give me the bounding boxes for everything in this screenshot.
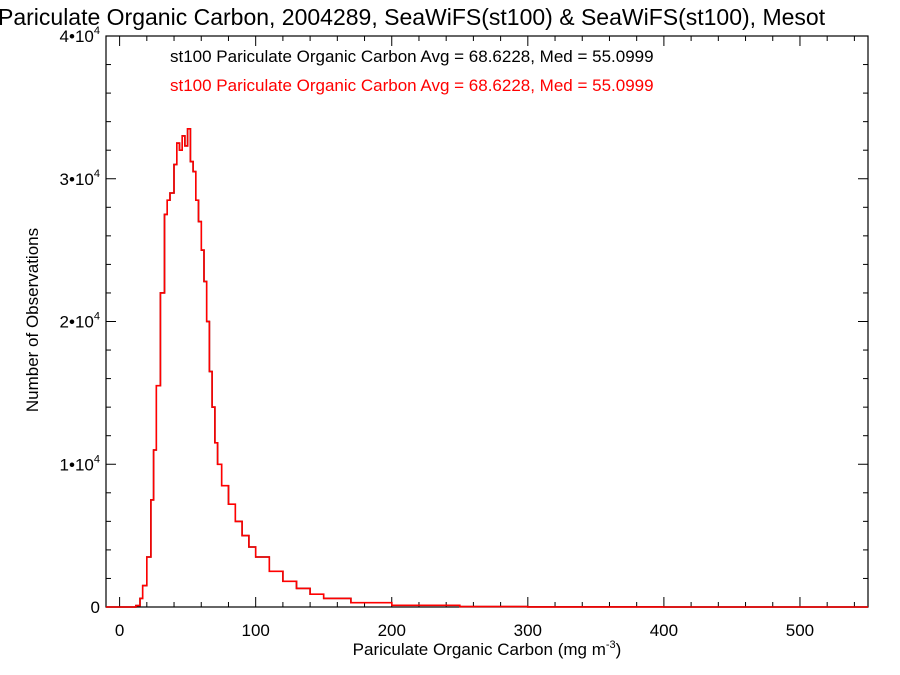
- chart-title: Pariculate Organic Carbon, 2004289, SeaW…: [0, 4, 826, 30]
- y-tick-label-base: 1•10: [60, 455, 94, 474]
- legend-entry-red: st100 Pariculate Organic Carbon Avg = 68…: [170, 76, 654, 95]
- y-axis-label: Number of Observations: [23, 228, 42, 412]
- series-layer: [106, 128, 868, 608]
- x-tick-label: 400: [650, 621, 678, 640]
- series-line-red: [106, 128, 868, 608]
- series-line-black: [106, 128, 868, 608]
- x-axis-label-sup: -3: [606, 639, 616, 651]
- y-tick-label-exp: 4: [94, 25, 100, 37]
- plot-frame: [105, 35, 869, 608]
- x-axis-label-main: Pariculate Organic Carbon (mg m: [353, 640, 606, 659]
- x-axis-ticks: 0 100 200 300 400 500: [115, 36, 855, 640]
- y-tick-label: 1•104: [60, 453, 100, 474]
- legend-entry-black: st100 Pariculate Organic Carbon Avg = 68…: [170, 47, 654, 66]
- y-tick-label: 3•104: [60, 168, 100, 189]
- plot-frame-group: [105, 35, 869, 608]
- y-tick-label-base: 0: [91, 598, 100, 617]
- y-tick-label-base: 2•10: [60, 313, 94, 332]
- x-tick-label: 300: [514, 621, 542, 640]
- x-tick-label: 200: [378, 621, 406, 640]
- y-tick-label-exp: 4: [94, 453, 100, 465]
- y-tick-label-base: 4•10: [60, 27, 94, 46]
- x-tick-label: 0: [115, 621, 124, 640]
- y-tick-label-exp: 4: [94, 168, 100, 180]
- y-tick-label: 2•104: [60, 311, 100, 332]
- x-tick-label: 500: [786, 621, 814, 640]
- x-axis-label-end: ): [616, 640, 622, 659]
- x-axis-label: Pariculate Organic Carbon (mg m-3): [353, 639, 622, 659]
- x-tick-label: 100: [241, 621, 269, 640]
- y-tick-label-exp: 4: [94, 311, 100, 323]
- y-tick-label: 4•104: [60, 25, 100, 46]
- y-tick-label-base: 3•10: [60, 170, 94, 189]
- y-tick-label: 0: [91, 598, 100, 617]
